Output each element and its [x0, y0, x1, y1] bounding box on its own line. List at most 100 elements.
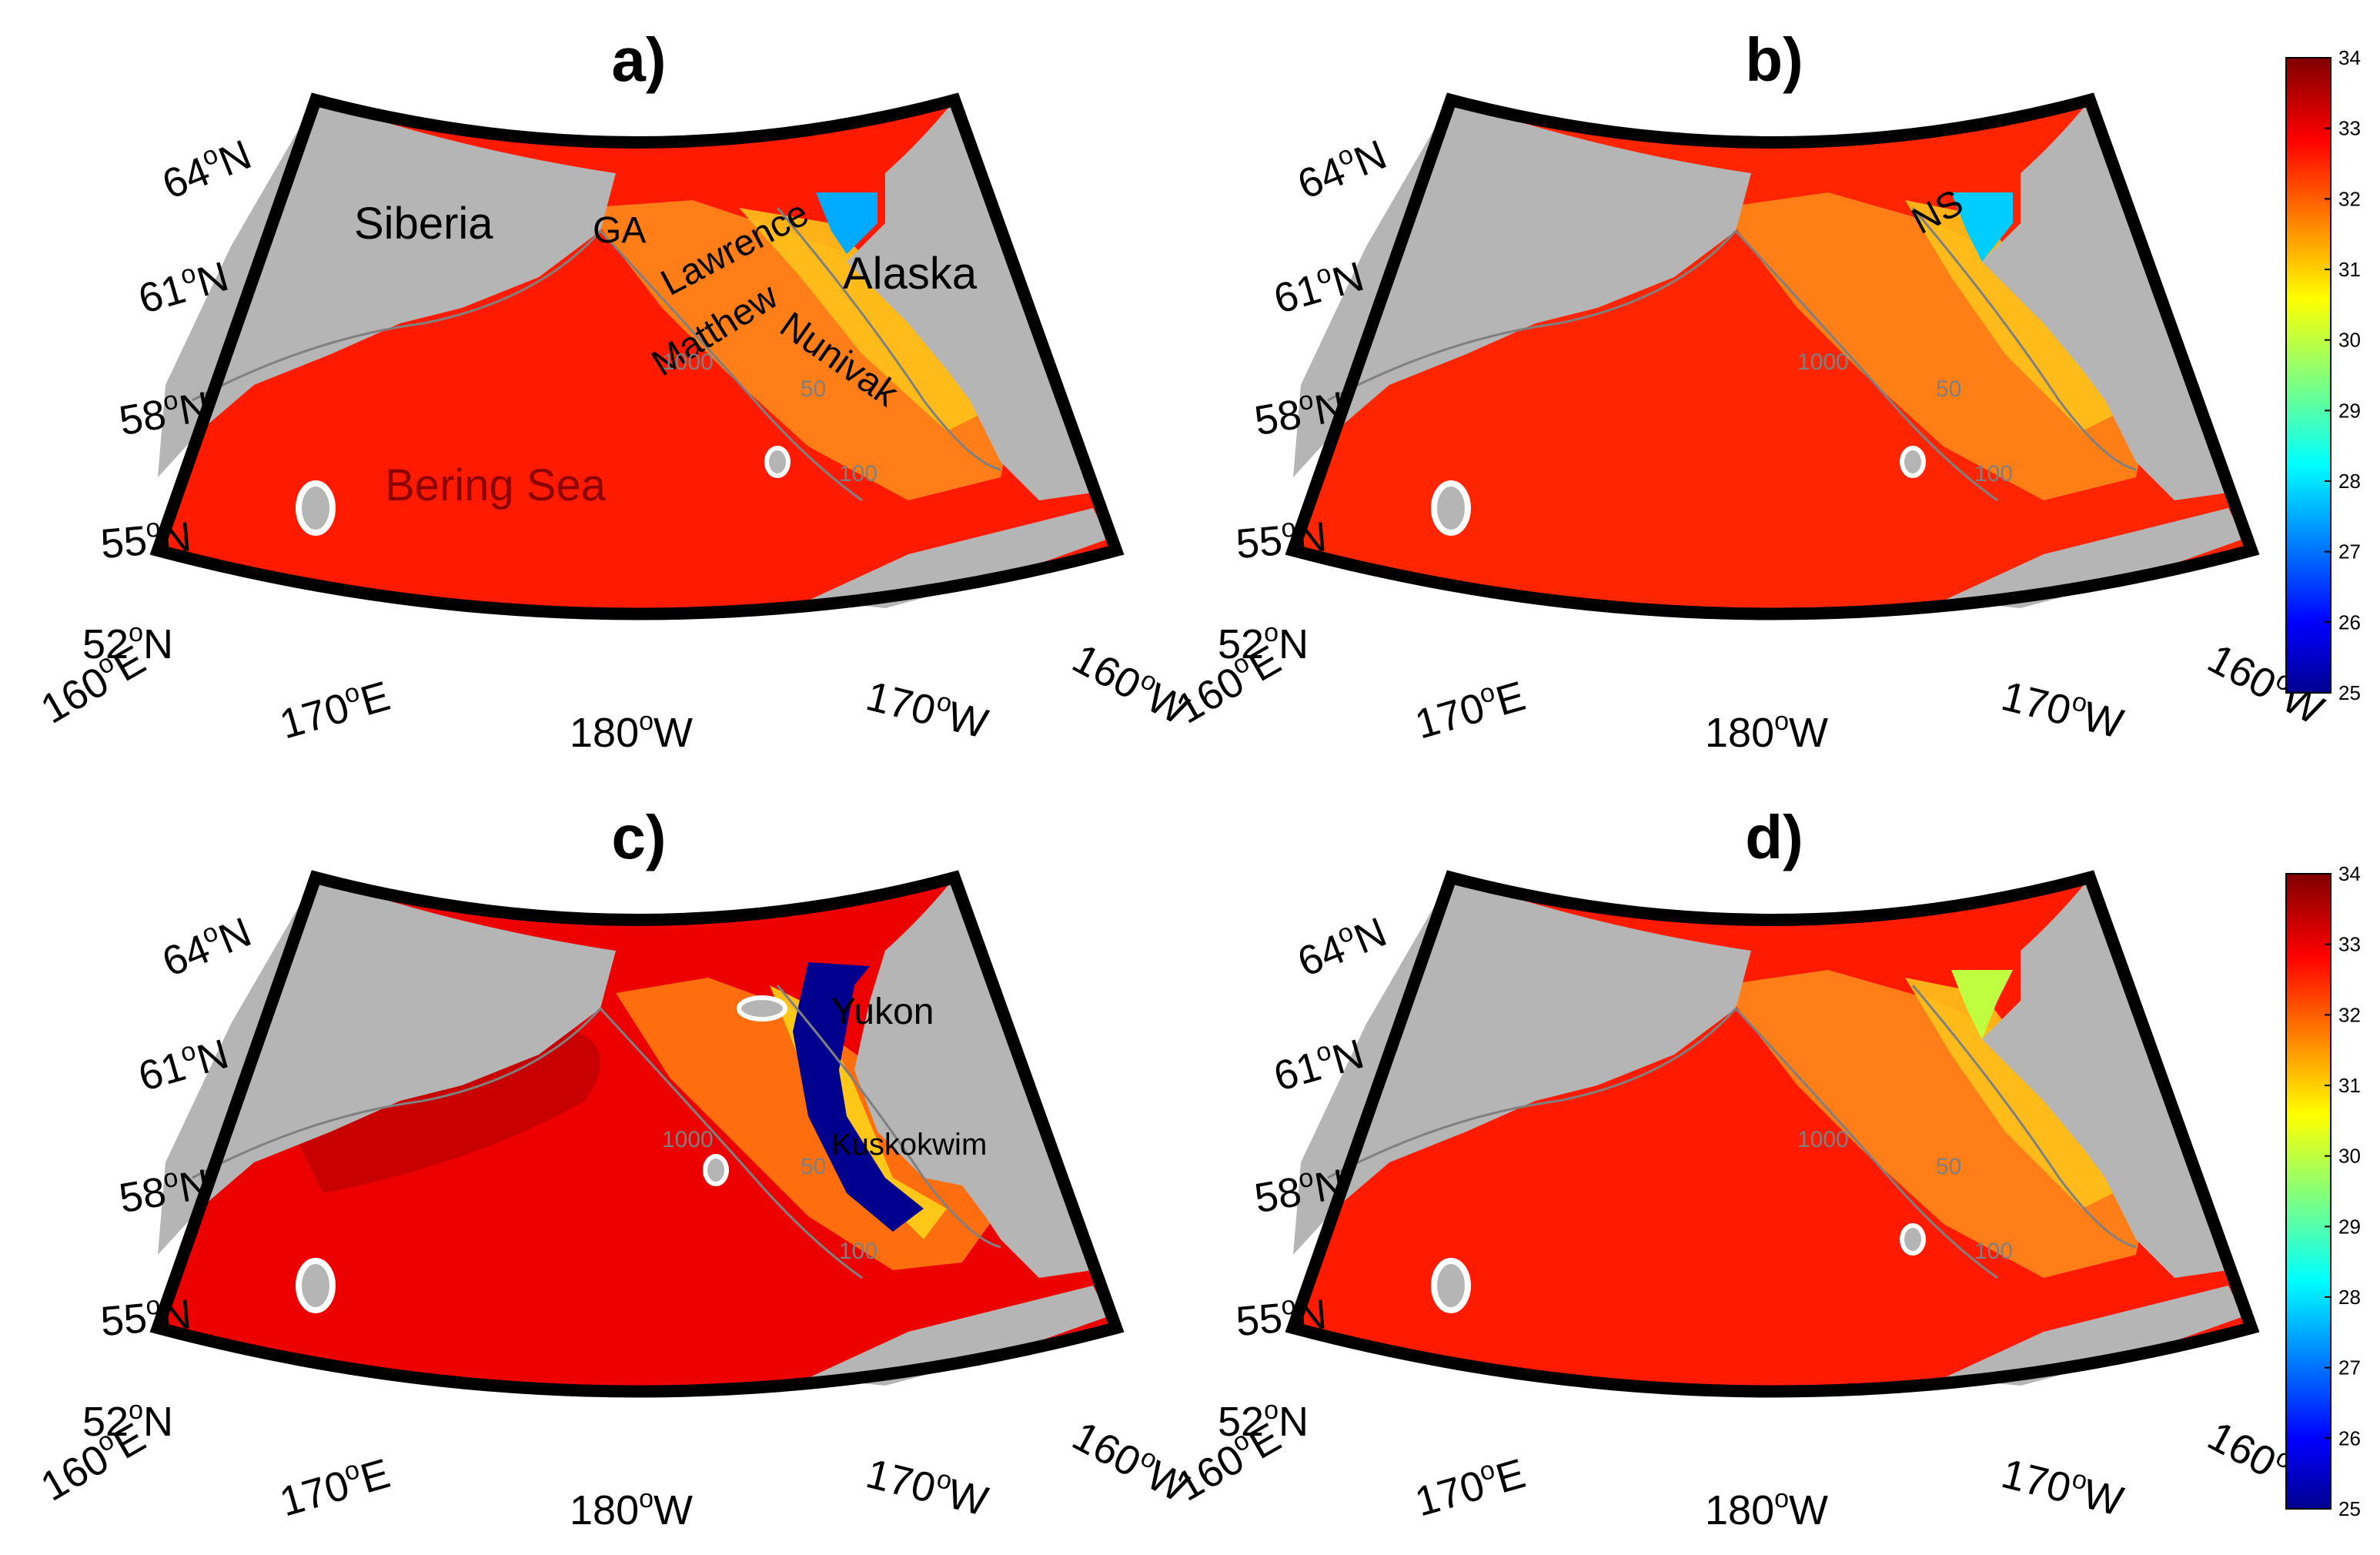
map-frame [1285, 870, 2260, 1398]
colorbar-tick-label: 30 [2338, 1145, 2361, 1168]
shelf-water-light [1905, 200, 2128, 431]
coordinate-label: 64oN [1290, 906, 1392, 986]
island [764, 446, 791, 478]
colorbar-tick-label: 34 [2338, 862, 2361, 885]
contour-label: 100 [839, 1239, 877, 1264]
river-plume [1951, 192, 2013, 262]
colorbar-tick-label: 25 [2338, 1497, 2361, 1520]
contour-label: 1000 [1797, 1127, 1849, 1152]
contour-label: 1000 [1797, 349, 1849, 375]
shelf-water-light [1905, 978, 2128, 1209]
land-siberia [1293, 100, 1751, 477]
coordinate-label: 58oN [115, 380, 213, 445]
panel-title: d) [1745, 803, 1803, 871]
map-frame [149, 870, 1125, 1398]
coordinate-label: 170oE [274, 1447, 395, 1526]
land-islands [808, 1286, 1108, 1386]
island [737, 995, 787, 1022]
coordinate-label: 180oW [570, 707, 693, 756]
colorbar-tick-label: 26 [2338, 610, 2361, 634]
label-bering-sea: Bering Sea [385, 460, 607, 510]
coordinate-label: 180oW [1705, 707, 1828, 756]
colorbar-tick-label: 28 [2338, 1286, 2361, 1309]
river-plume [793, 962, 924, 1232]
colorbar-tick-label: 26 [2338, 1426, 2361, 1450]
coordinate-label: 64oN [155, 129, 257, 209]
coordinate-label: 64oN [155, 906, 257, 986]
land-siberia [158, 878, 616, 1255]
land-alaska [1982, 100, 2228, 500]
colorbar-tick-label: 32 [2338, 187, 2361, 210]
island [703, 1154, 729, 1186]
river-plume [1951, 970, 2013, 1039]
map-frame [149, 92, 1125, 620]
colorbar-tick-label: 27 [2338, 1356, 2361, 1379]
colorbar-tick-label: 34 [2338, 46, 2361, 69]
contour-label: 50 [801, 1154, 826, 1179]
coordinate-label: 55oN [99, 510, 193, 567]
coordinate-label: 55oN [99, 1288, 193, 1345]
coordinate-label: 58oN [1251, 380, 1349, 445]
contour-50 [1911, 985, 2137, 1249]
coordinate-label: 64oN [1290, 129, 1392, 209]
coordinate-label: 170oW [861, 670, 993, 747]
colorbar-tick-label: 31 [2338, 1074, 2361, 1097]
shelf-water [1720, 970, 2151, 1278]
coordinate-label: 170oE [274, 670, 395, 748]
land-islands [1944, 1286, 2244, 1386]
panel-a: a) Siberia GA Lawrence Alaska Matthew Nu… [33, 25, 1195, 756]
colorbar-tick-label: 27 [2338, 540, 2361, 563]
colorbar-tick-label: 32 [2338, 1003, 2361, 1026]
coordinate-label: 180oW [1705, 1484, 1828, 1533]
coordinate-label: 170oW [1997, 1447, 2128, 1525]
label-yukon: Yukon [831, 992, 934, 1032]
land-islands [808, 508, 1108, 608]
label-alaska: Alaska [843, 249, 978, 299]
land-alaska [847, 100, 1093, 500]
panel-title: c) [611, 803, 666, 871]
land-islands [1944, 508, 2244, 608]
island [1900, 446, 1926, 478]
contour-1000 [192, 229, 863, 502]
coordinate-label: 52oN [1218, 1396, 1309, 1445]
map-frame [1285, 92, 2260, 620]
colorbar-tick-label: 29 [2338, 1215, 2361, 1238]
panel-title: a) [611, 25, 666, 94]
colorbar-tick-label: 25 [2338, 681, 2361, 704]
land-alaska [1982, 878, 2228, 1278]
coordinate-label: 61oN [132, 1028, 233, 1100]
island [1431, 480, 1471, 536]
colorbar-bottom: 25 26 27 28 29 30 31 32 33 34 [2285, 862, 2361, 1520]
coordinate-label: 170oW [1997, 670, 2128, 747]
contour-50 [1911, 207, 2137, 471]
colorbar-ticks: 25 26 27 28 29 30 31 32 33 34 [2325, 862, 2361, 1520]
contour-1000 [192, 1007, 863, 1279]
coordinate-label: 160oW [1065, 1410, 1197, 1512]
colorbar-tick-label: 33 [2338, 933, 2361, 956]
contour-label: 100 [1974, 461, 2013, 487]
colorbar-gradient [2285, 873, 2332, 1510]
colorbar-tick-label: 31 [2338, 258, 2361, 281]
coordinate-label: 170oW [861, 1447, 993, 1525]
coordinate-label: 58oN [1251, 1158, 1349, 1222]
coordinate-label: 55oN [1234, 510, 1329, 567]
contour-label: 50 [1936, 376, 1961, 402]
contour-label: 1000 [662, 1127, 714, 1152]
colorbar-top: 25 26 27 28 29 30 31 32 33 34 [2285, 46, 2361, 704]
panel-c: c) Yukon Kuskokwim 50 1000 100 64oN 61oN 5… [33, 803, 1197, 1533]
island [1431, 1258, 1471, 1313]
shelf-water [585, 200, 1016, 500]
panel-title: b) [1745, 25, 1803, 94]
coordinate-label: 55oN [1234, 1288, 1329, 1345]
coordinate-label: 52oN [1218, 618, 1309, 667]
river-plume [816, 192, 877, 254]
coordinate-label: 180oW [570, 1484, 693, 1533]
